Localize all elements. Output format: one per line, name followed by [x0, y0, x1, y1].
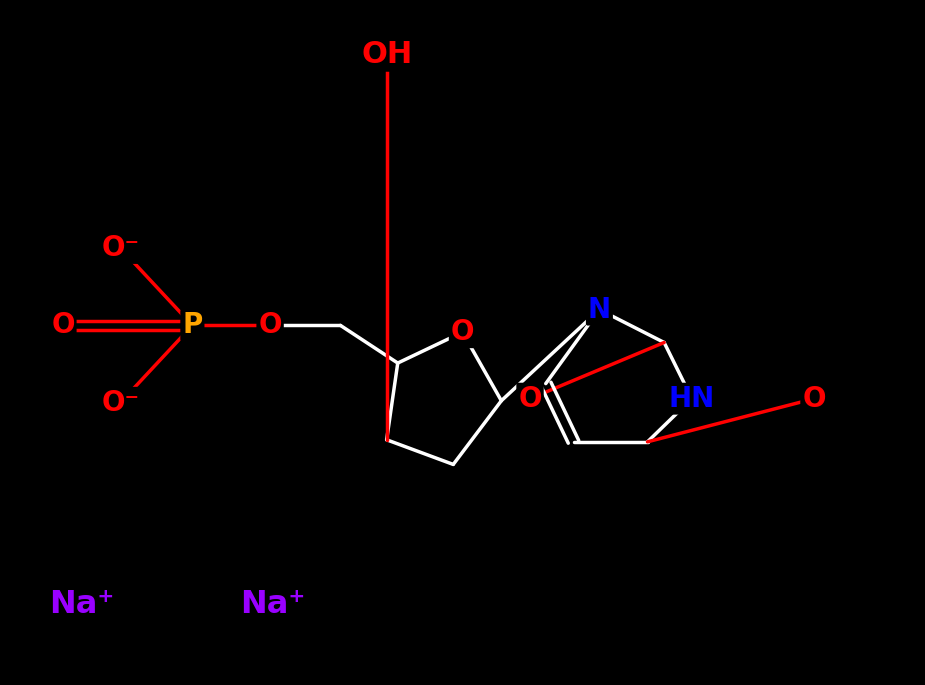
Text: OH: OH	[361, 40, 413, 69]
Text: N: N	[588, 296, 610, 323]
Text: O: O	[51, 312, 75, 339]
Text: Na⁺: Na⁺	[49, 588, 114, 620]
Text: O⁻: O⁻	[101, 234, 140, 262]
Text: Na⁺: Na⁺	[240, 588, 305, 620]
Text: O: O	[518, 385, 542, 412]
Text: P: P	[182, 312, 203, 339]
Text: O: O	[258, 312, 282, 339]
Text: O⁻: O⁻	[101, 389, 140, 416]
Text: HN: HN	[669, 385, 715, 412]
Text: O: O	[450, 319, 475, 346]
Text: O: O	[802, 385, 826, 412]
